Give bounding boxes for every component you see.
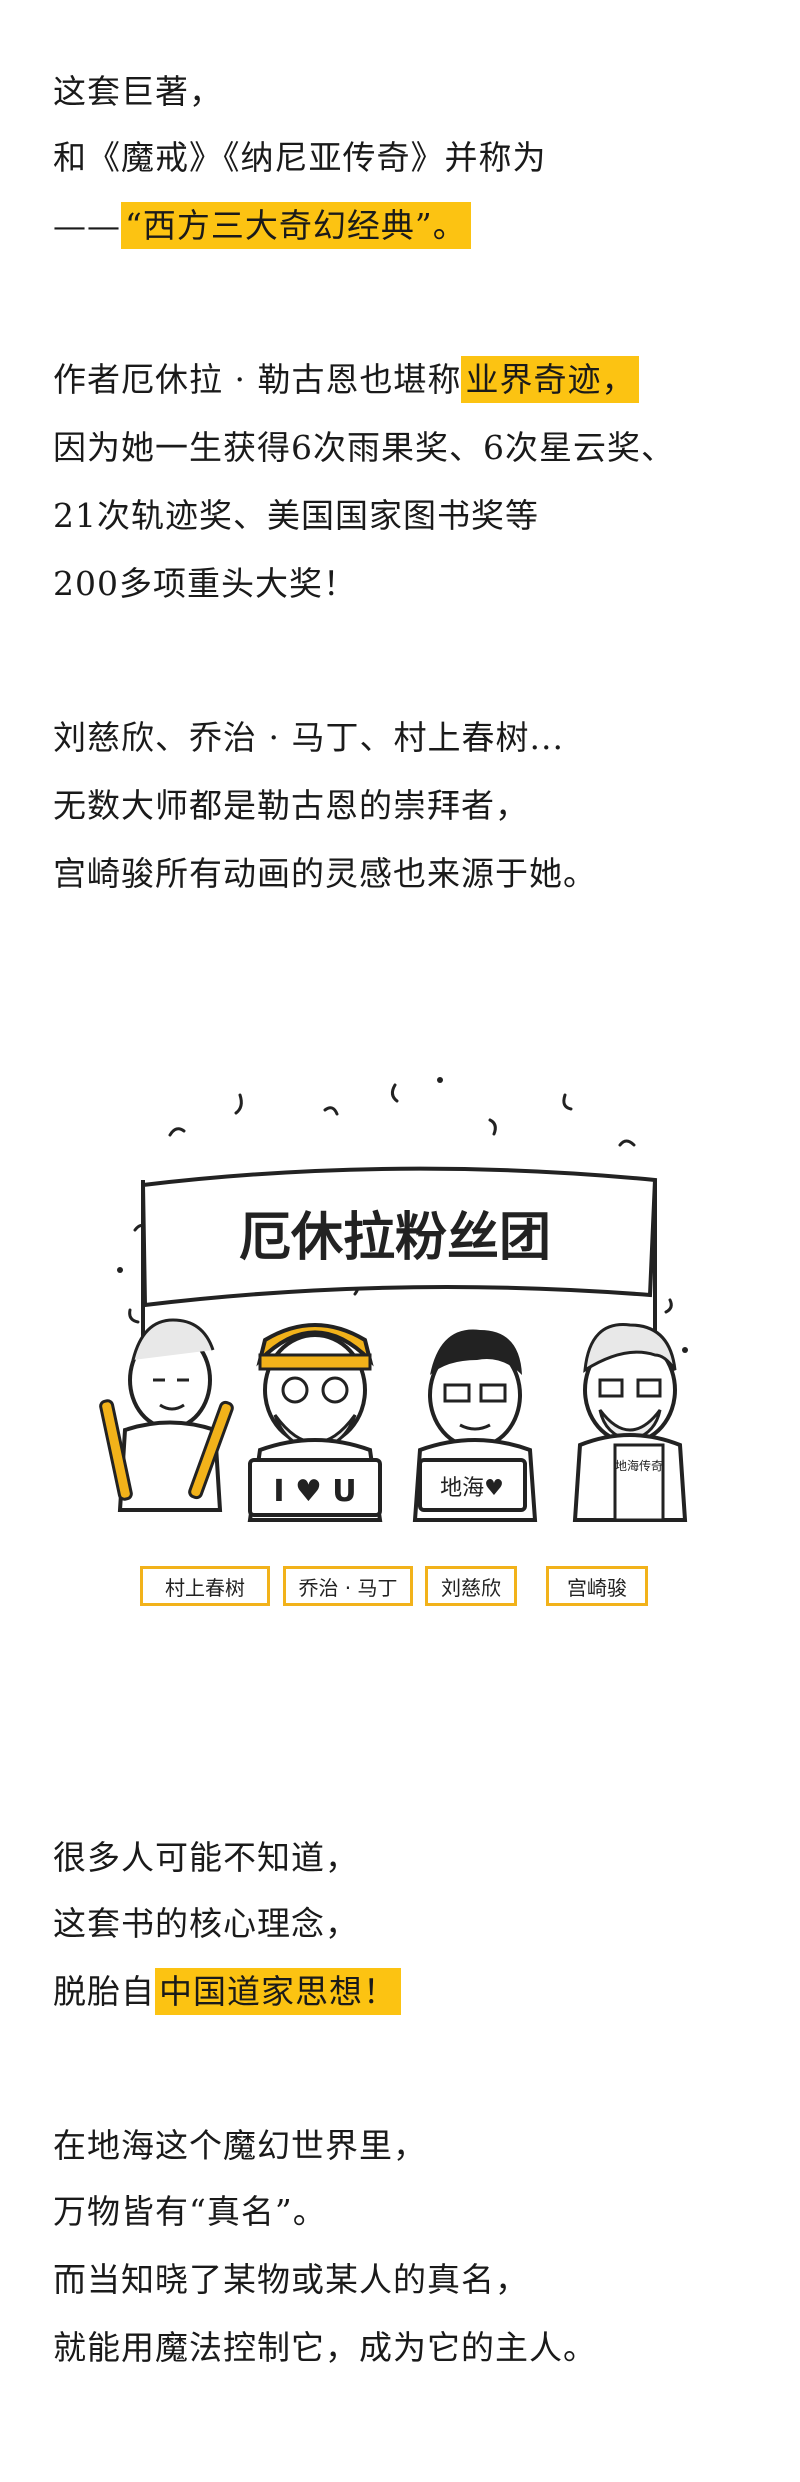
text-line: 就能用魔法控制它，成为它的主人。 (53, 2328, 597, 2367)
text-line: 脱胎自 中国道家思想！ (53, 1968, 401, 2015)
banner (140, 1166, 658, 1308)
text-segment: 作者厄休拉 · 勒古恩也堪称 (53, 360, 462, 399)
text-line: 刘慈欣、乔治 · 马丁、村上春树... (53, 718, 564, 757)
text-line: 万物皆有“真名”。 (53, 2192, 327, 2231)
text-line: —— “西方三大奇幻经典”。 (53, 202, 471, 249)
text-line: 作者厄休拉 · 勒古恩也堪称 业界奇迹， (53, 356, 640, 403)
text-line: 和《魔戒》《纳尼亚传奇》并称为 (53, 138, 547, 177)
text-line: 在地海这个魔幻世界里， (53, 2126, 427, 2165)
sign-dihai: 地海♥ (440, 1476, 504, 1501)
text-line: 这套书的核心理念， (53, 1904, 359, 1943)
person-liucixin: 地海♥ (412, 1329, 538, 1522)
label-murakami: 村上春树 (140, 1566, 270, 1606)
person-murakami (99, 1318, 234, 1512)
person-martin: I ♥ U (247, 1323, 383, 1522)
text-line: 很多人可能不知道， (53, 1838, 359, 1877)
sign-iloveu: I ♥ U (273, 1474, 356, 1509)
fan-club-illustration: 厄休拉粉丝团 I ♥ U 地海♥ (99, 1077, 688, 1522)
text-line: 因为她一生获得6次雨果奖、6次星云奖、 (53, 428, 675, 467)
text-segment: 脱胎自 (53, 1972, 155, 2011)
text-line: 无数大师都是勒古恩的崇拜者， (53, 786, 529, 825)
highlight-text: 中国道家思想！ (155, 1968, 401, 2015)
text-line: 21次轨迹奖、美国国家图书奖等 (53, 496, 539, 535)
person-miyazaki: 地海传奇 (572, 1323, 688, 1522)
label-miyazaki: 宫崎骏 (546, 1566, 648, 1606)
highlight-text: “西方三大奇幻经典”。 (121, 202, 471, 249)
text-line: 这套巨著， (53, 72, 223, 111)
text-line: 200多项重头大奖！ (53, 564, 357, 603)
text-line: 宫崎骏所有动画的灵感也来源于她。 (53, 854, 597, 893)
dash: —— (53, 206, 121, 245)
label-liucixin: 刘慈欣 (425, 1566, 517, 1606)
label-martin: 乔治 · 马丁 (283, 1566, 413, 1606)
sign-book: 地海传奇 (615, 1458, 663, 1473)
banner-text: 厄休拉粉丝团 (239, 1208, 551, 1268)
text-line: 而当知晓了某物或某人的真名， (53, 2260, 529, 2299)
highlight-text: 业界奇迹， (461, 356, 640, 403)
